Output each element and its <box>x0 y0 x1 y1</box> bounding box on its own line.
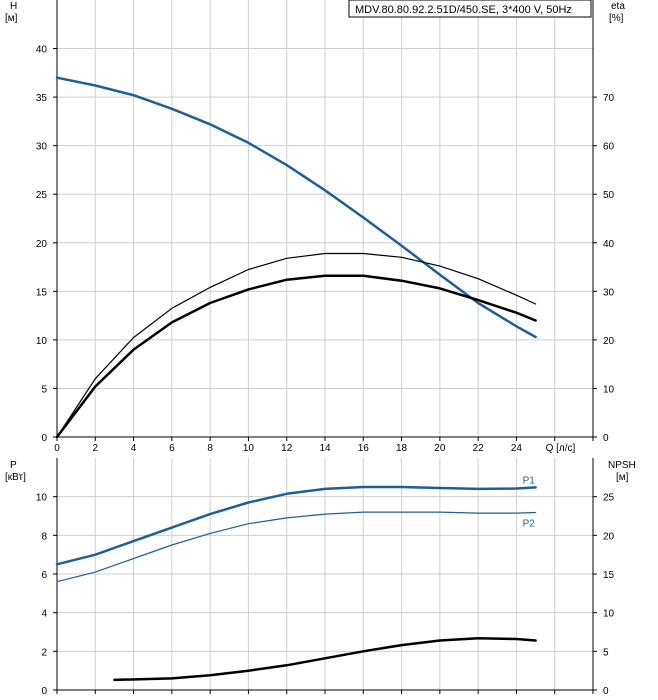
head-ytick-label-left-3: 15 <box>36 287 48 298</box>
x-tick-label-4: 8 <box>207 443 213 454</box>
head-ylabel-unit: [м] <box>5 13 18 24</box>
head-ytick-label-left-8: 40 <box>36 45 48 56</box>
power-ytick-label-right-5: 25 <box>603 493 615 504</box>
power-ytick-label-right-2: 10 <box>603 609 615 620</box>
x-tick-label-10: 20 <box>434 443 446 454</box>
head-ytick-label-left-0: 0 <box>41 433 47 444</box>
power-series-0 <box>55 485 537 566</box>
series-label-p2: P2 <box>523 519 536 530</box>
eta-ylabel-name: eta <box>611 1 625 12</box>
head-ylabel-name: H <box>10 1 17 12</box>
head-ytick-label-right-5: 50 <box>603 190 615 201</box>
power-ytick-label-right-1: 5 <box>603 647 609 658</box>
x-tick-label-0: 0 <box>54 443 60 454</box>
power-ytick-label-left-4: 8 <box>41 531 47 542</box>
power-ytick-label-left-1: 2 <box>41 647 47 658</box>
head-ytick-label-left-5: 25 <box>36 190 48 201</box>
x-tick-label-12: 24 <box>511 443 523 454</box>
x-tick-label-7: 14 <box>319 443 331 454</box>
head-ytick-label-right-0: 0 <box>603 433 609 444</box>
npsh-ylabel-name: NPSH <box>608 460 636 471</box>
head-ytick-label-left-7: 35 <box>36 93 48 104</box>
head-ytick-label-left-2: 10 <box>36 336 48 347</box>
x-tick-label-11: 22 <box>473 443 485 454</box>
head-series-2 <box>56 252 537 438</box>
power-ytick-label-right-4: 20 <box>603 531 615 542</box>
power-ytick-label-right-0: 0 <box>603 686 609 697</box>
power-ylabel-unit: [кВт] <box>5 472 26 483</box>
power-series-2 <box>113 636 537 682</box>
npsh-ylabel-unit: [м] <box>616 472 629 483</box>
power-ytick-label-left-0: 0 <box>41 686 47 697</box>
head-ytick-label-left-4: 20 <box>36 239 48 250</box>
chart-title: MDV.80.80.92.2.51D/450.SE, 3*400 V, 50Hz <box>355 4 572 16</box>
x-tick-label-9: 18 <box>396 443 408 454</box>
title-box <box>348 0 592 18</box>
power-ytick-label-left-3: 6 <box>41 570 47 581</box>
power-series-1 <box>56 511 537 583</box>
power-ytick-label-left-5: 10 <box>36 493 48 504</box>
head-ytick-label-right-3: 30 <box>603 287 615 298</box>
power-ytick-label-right-3: 15 <box>603 570 615 581</box>
x-tick-label-8: 16 <box>358 443 370 454</box>
x-tick-label-1: 2 <box>93 443 99 454</box>
x-tick-label-5: 10 <box>243 443 255 454</box>
head-ytick-label-right-1: 10 <box>603 384 615 395</box>
head-ytick-label-right-4: 40 <box>603 239 615 250</box>
power-ytick-label-left-2: 4 <box>41 609 47 620</box>
head-ytick-label-right-7: 70 <box>603 93 615 104</box>
x-tick-label-3: 6 <box>169 443 175 454</box>
head-series-1 <box>55 274 537 439</box>
head-ytick-label-left-6: 30 <box>36 142 48 153</box>
x-tick-label-2: 4 <box>131 443 137 454</box>
head-series-0 <box>55 76 537 339</box>
x-axis-label: Q [л/с] <box>546 443 576 454</box>
head-ytick-label-right-6: 60 <box>603 142 615 153</box>
power-ylabel-name: P <box>10 460 17 471</box>
x-tick-label-6: 12 <box>281 443 293 454</box>
series-label-p1: P1 <box>523 475 536 486</box>
head-ytick-label-left-1: 5 <box>41 384 47 395</box>
head-ytick-label-right-2: 20 <box>603 336 615 347</box>
eta-ylabel-unit: [%] <box>609 13 624 24</box>
